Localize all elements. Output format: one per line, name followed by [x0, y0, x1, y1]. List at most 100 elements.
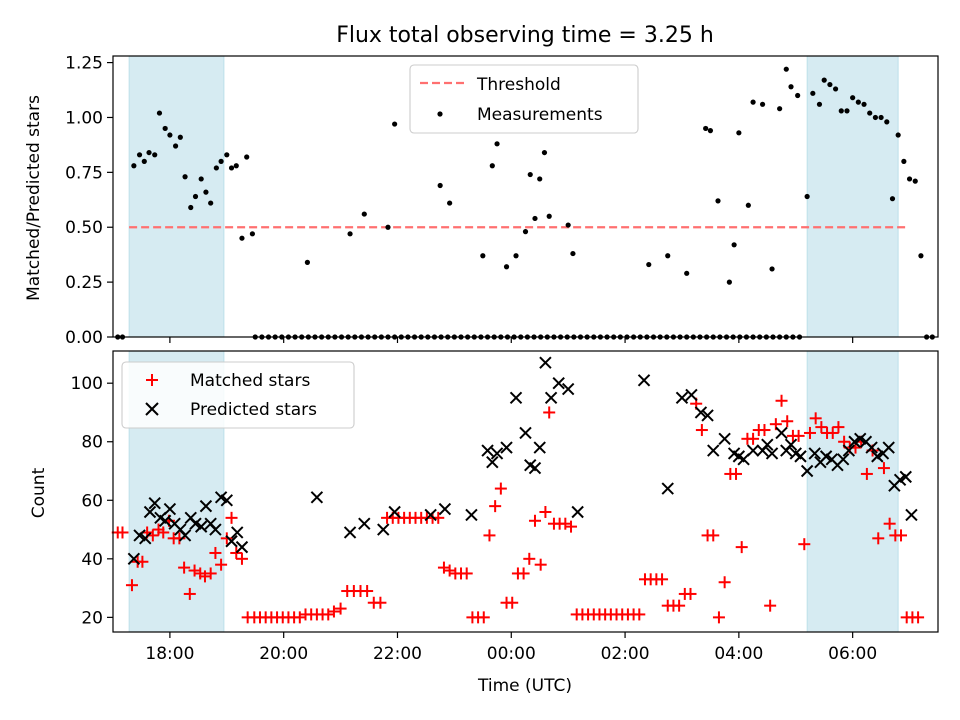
matched-star-marker	[764, 599, 777, 612]
matched-star-marker	[877, 462, 890, 475]
measurement-point	[665, 253, 671, 259]
measurement-point	[832, 86, 839, 92]
matched-star-marker	[656, 573, 669, 586]
matched-star-marker	[747, 432, 760, 445]
matched-star-marker	[534, 558, 547, 571]
measurement-point	[437, 182, 443, 189]
measurement-point	[821, 77, 827, 83]
measurement-point	[141, 158, 147, 164]
matched-star-marker	[125, 579, 138, 592]
y-tick-label: 0.75	[65, 163, 103, 183]
predicted-star-marker	[800, 464, 814, 478]
predicted-star-marker	[424, 508, 437, 522]
predicted-star-marker	[882, 441, 895, 454]
predicted-star-marker	[486, 456, 499, 469]
predicted-star-marker	[718, 432, 731, 446]
measurement-point	[726, 279, 732, 285]
y-tick-label: 60	[81, 491, 103, 511]
matched-star-marker	[183, 587, 196, 600]
predicted-star-marker	[490, 447, 504, 460]
predicted-star-marker	[143, 505, 157, 519]
matched-star-marker	[477, 611, 490, 624]
matched-star-marker	[517, 567, 530, 580]
shaded-span	[128, 55, 225, 338]
legend-predicted-label: Predicted stars	[190, 400, 317, 420]
measurement-point	[901, 158, 907, 164]
measurement-point	[918, 253, 924, 259]
measurement-point	[480, 253, 486, 259]
matched-star-marker	[220, 532, 233, 545]
measurement-point	[527, 171, 533, 178]
measurement-point	[162, 125, 168, 132]
measurement-point	[855, 99, 861, 105]
predicted-star-marker	[519, 426, 532, 440]
matched-star-marker	[860, 467, 873, 480]
matched-star-marker	[489, 500, 502, 513]
matched-star-marker	[832, 421, 845, 434]
measurement-point	[522, 229, 529, 235]
matched-star-marker	[178, 561, 191, 574]
predicted-star-marker	[784, 438, 798, 451]
measurement-point	[646, 261, 652, 268]
y-tick-label: 1.00	[65, 108, 103, 128]
matched-star-marker	[815, 421, 828, 434]
matched-star-marker	[215, 558, 228, 571]
predicted-star-marker	[127, 552, 141, 566]
measurement-point	[759, 101, 766, 107]
top-x-ticks	[169, 337, 854, 343]
legend-threshold-label: Threshold	[476, 75, 561, 95]
matched-star-marker	[707, 529, 720, 542]
measurement-point	[912, 178, 918, 184]
measurement-point	[684, 270, 690, 276]
y-tick-label: 1.25	[65, 54, 103, 74]
measurement-point	[804, 193, 810, 200]
predicted-star-marker	[865, 441, 878, 454]
measurement-point	[249, 231, 255, 237]
predicted-stars-points	[127, 356, 918, 566]
measurement-point	[788, 84, 794, 90]
measurement-point	[777, 106, 783, 112]
shaded-span	[806, 350, 899, 633]
bottom-plot-frame	[112, 350, 939, 633]
matched-star-marker	[157, 526, 170, 539]
predicted-star-marker	[836, 453, 850, 466]
matched-star-marker	[116, 526, 129, 539]
measurement-point	[895, 132, 901, 138]
y-tick-label: 0.50	[65, 218, 103, 238]
measurement-point	[361, 211, 367, 217]
measurement-point	[244, 154, 250, 160]
predicted-star-marker	[794, 450, 807, 463]
matched-star-marker	[494, 482, 507, 495]
predicted-star-marker	[533, 441, 546, 454]
measurement-point	[878, 114, 884, 121]
legend-matched-swatch	[146, 374, 158, 386]
predicted-star-marker	[571, 505, 584, 519]
matched-star-marker	[809, 412, 822, 425]
y-tick-label: 0.00	[65, 328, 103, 348]
predicted-star-marker	[842, 444, 856, 457]
measurement-point	[203, 189, 209, 195]
legend-measurements-label: Measurements	[477, 105, 603, 125]
predicted-star-marker	[158, 514, 172, 527]
matched-star-marker	[826, 426, 839, 439]
matched-star-marker	[188, 564, 201, 577]
measurement-point	[304, 259, 310, 265]
predicted-star-marker	[775, 426, 788, 440]
measurement-point	[546, 213, 552, 219]
matched-star-marker	[695, 424, 708, 437]
predicted-star-marker	[675, 391, 689, 405]
measurement-point	[565, 222, 571, 228]
predicted-star-marker	[209, 523, 222, 536]
x-tick-label: 06:00	[828, 644, 877, 664]
measurement-point	[513, 253, 519, 259]
x-axis-label: Time (UTC)	[477, 676, 572, 696]
matched-star-marker	[209, 546, 222, 559]
matched-star-marker	[374, 596, 387, 609]
matched-star-marker	[565, 520, 578, 533]
predicted-star-marker	[139, 532, 152, 545]
x-tick-label: 20:00	[259, 644, 308, 664]
matched-star-marker	[633, 608, 646, 621]
predicted-star-marker	[661, 482, 674, 495]
measurement-point	[503, 264, 510, 270]
predicted-star-marker	[701, 409, 714, 422]
